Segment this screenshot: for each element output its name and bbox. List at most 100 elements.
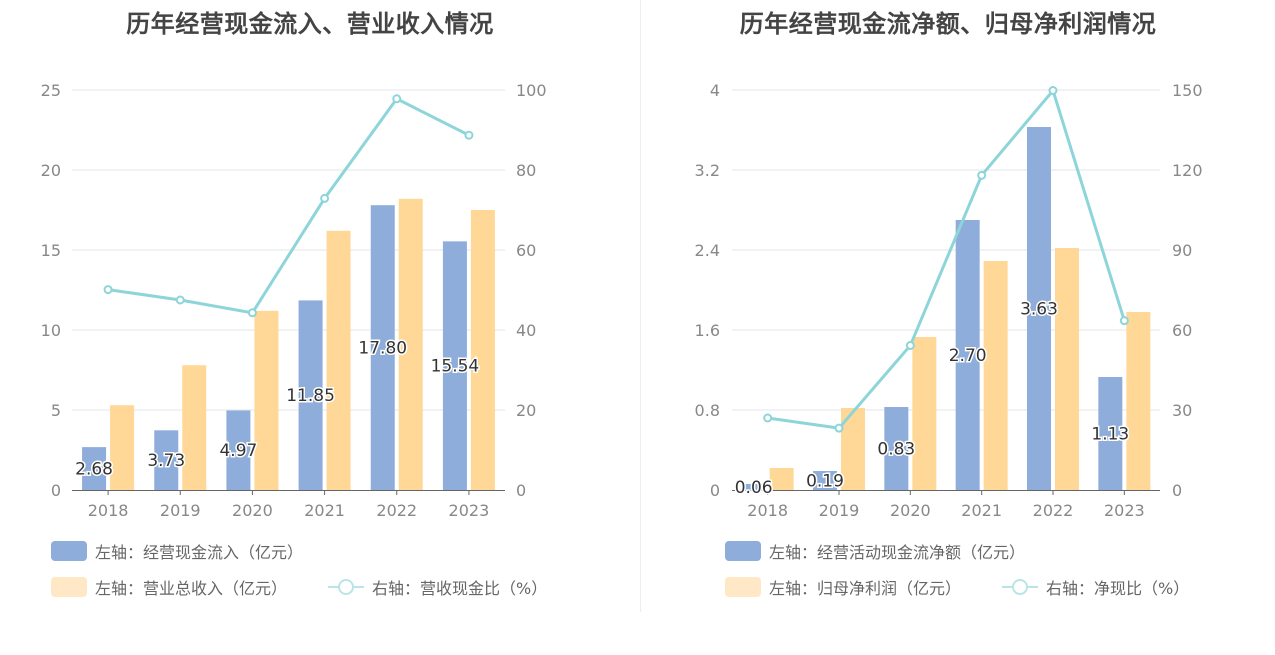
bar-data-label: 15.54: [431, 357, 480, 377]
bar-primary: [370, 205, 395, 490]
x-axis-tick-label: 2022: [1033, 501, 1074, 520]
right-axis-tick-label: 90: [1172, 241, 1192, 260]
bar-primary: [298, 300, 323, 490]
left-axis-tick-label: 4: [710, 81, 720, 100]
legend-swatch-blue: [725, 541, 761, 561]
bar-secondary: [769, 468, 794, 490]
left-axis-tick-label: 25: [41, 81, 61, 100]
chart-title: 历年经营现金流净额、归母净利润情况: [739, 10, 1157, 38]
right-axis-tick-label: 60: [1172, 321, 1192, 340]
left-axis-tick-label: 1.6: [695, 321, 720, 340]
bar-secondary: [470, 210, 495, 490]
bar-secondary: [254, 310, 279, 490]
bar-secondary: [983, 261, 1008, 490]
line-point: [1119, 316, 1129, 326]
bar-data-label: 0.19: [806, 472, 844, 492]
legend-label: 右轴：净现比（%）: [1046, 579, 1190, 598]
left-axis-tick-label: 0: [710, 481, 720, 500]
bar-data-label: 2.68: [75, 460, 113, 480]
legend-item-line[interactable]: 右轴：净现比（%）: [1002, 575, 1189, 599]
legend-swatch-orange: [51, 577, 87, 597]
legend-item-line[interactable]: 右轴：营收现金比（%）: [328, 575, 547, 599]
chart-title: 历年经营现金流入、营业收入情况: [126, 10, 494, 38]
bar-secondary: [326, 230, 351, 491]
chart-svg: 0 5 10 15 20 25 0 20 40 60 80 100 2018 2019 2020 2021 20…: [41, 81, 547, 520]
left-axis-tick-label: 0: [51, 481, 61, 500]
left-axis-tick-label: 2.4: [695, 241, 720, 260]
legend-label: 左轴：经营现金流入（亿元）: [95, 543, 304, 562]
x-axis-tick-label: 2018: [88, 501, 129, 520]
bar-primary: [1098, 377, 1123, 490]
x-axis-tick-label: 2019: [160, 501, 201, 520]
right-axis-tick-label: 120: [1172, 161, 1203, 180]
bar-data-label: 0.83: [877, 440, 915, 460]
line-point: [247, 308, 257, 318]
x-axis-tick-label: 2021: [961, 501, 1002, 520]
x-axis-tick-label: 2023: [449, 501, 490, 520]
bar-data-label: 3.63: [1020, 300, 1058, 320]
line-point: [1048, 86, 1058, 96]
bar-data-label: 3.73: [147, 451, 185, 471]
bar-primary: [1027, 127, 1051, 490]
bar-data-label: 0.06: [735, 478, 773, 498]
right-axis-tick-label: 0: [1172, 481, 1182, 500]
x-axis-tick-label: 2022: [376, 501, 417, 520]
bar-secondary: [1126, 312, 1151, 490]
x-axis-tick-label: 2018: [747, 501, 788, 520]
left-axis-tick-label: 15: [41, 241, 61, 260]
line-point: [320, 193, 330, 203]
bar-data-label: 17.80: [358, 339, 407, 359]
line-series: [107, 96, 470, 315]
right-axis-tick-label: 150: [1172, 81, 1203, 100]
left-axis-tick-label: 5: [51, 401, 61, 420]
line-point: [977, 170, 987, 180]
bar-primary: [226, 410, 251, 490]
left-axis-tick-label: 10: [41, 321, 61, 340]
bar-data-label: 1.13: [1091, 425, 1129, 445]
line-point: [175, 295, 185, 305]
bar-secondary: [1055, 248, 1079, 490]
line-point: [103, 285, 113, 295]
bar-primary: [82, 447, 107, 490]
right-axis-tick-label: 30: [1172, 401, 1192, 420]
bar-secondary: [110, 405, 135, 490]
bar-primary: [813, 471, 837, 490]
bar-primary: [154, 430, 179, 490]
x-axis-tick-label: 2020: [890, 501, 931, 520]
right-axis-tick-label: 40: [516, 321, 536, 340]
legend-item-bar2[interactable]: 左轴：归母净利润（亿元）: [725, 575, 961, 599]
line-point: [464, 130, 474, 140]
bar-primary: [955, 220, 980, 490]
bar-data-label: 11.85: [286, 386, 335, 406]
left-axis-tick-label: 3.2: [695, 161, 720, 180]
x-axis-tick-label: 2020: [232, 501, 273, 520]
x-axis-tick-label: 2021: [304, 501, 345, 520]
line-series: [767, 87, 1126, 430]
legend-line-icon: [1002, 579, 1038, 595]
legend-item-bar1[interactable]: 左轴：经营现金流入（亿元）: [51, 539, 303, 563]
right-axis-tick-label: 80: [516, 161, 536, 180]
bar-data-label: 2.70: [949, 346, 987, 366]
bar-secondary: [182, 365, 207, 490]
legend-label: 左轴：经营活动现金流净额（亿元）: [769, 543, 1026, 562]
bar-secondary: [912, 337, 937, 490]
bar-data-label: 4.97: [219, 441, 257, 461]
chart-svg: 0 0.8 1.6 2.4 3.2 4 0 30 60 90 120 150 2018 2019 2020 2…: [695, 81, 1203, 520]
legend-line-icon: [328, 579, 364, 595]
right-axis-tick-label: 0: [516, 481, 526, 500]
legend-label: 左轴：归母净利润（亿元）: [769, 579, 962, 598]
left-axis-tick-label: 0.8: [695, 401, 720, 420]
chart-panel-right: 历年经营现金流净额、归母净利润情况 0 0.8 1.6 2.4 3.2 4 0 30 60 90 1…: [638, 0, 1275, 655]
legend-item-bar2[interactable]: 左轴：营业总收入（亿元）: [51, 575, 287, 599]
line-point: [763, 413, 773, 423]
line-point: [905, 340, 915, 350]
bar-primary: [741, 484, 766, 490]
line-point: [834, 423, 844, 433]
legend-label: 左轴：营业总收入（亿元）: [95, 579, 288, 598]
legend-item-bar1[interactable]: 左轴：经营活动现金流净额（亿元）: [725, 539, 1025, 563]
chart-panel-left: 历年经营现金流入、营业收入情况 0 5 10 15 20 25 0 20 40 60 80 100 20…: [0, 0, 637, 655]
bar-secondary: [398, 198, 423, 491]
right-axis-tick-label: 60: [516, 241, 536, 260]
x-axis-tick-label: 2023: [1104, 501, 1145, 520]
legend-label: 右轴：营收现金比（%）: [372, 579, 548, 598]
